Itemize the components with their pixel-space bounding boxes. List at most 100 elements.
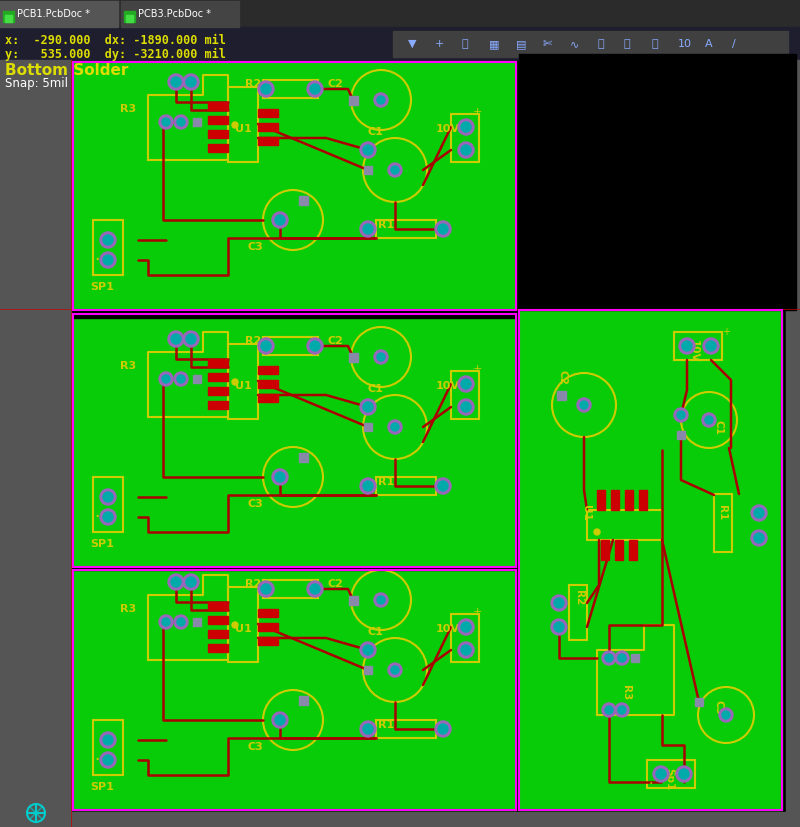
Text: R3: R3 <box>120 604 136 614</box>
Text: +: + <box>473 364 482 374</box>
Text: R1: R1 <box>717 505 727 520</box>
Circle shape <box>232 122 238 128</box>
Circle shape <box>183 574 199 590</box>
Circle shape <box>618 706 626 714</box>
Circle shape <box>458 642 474 658</box>
Text: C3: C3 <box>248 499 264 509</box>
Text: C2: C2 <box>328 579 344 589</box>
Circle shape <box>162 375 170 383</box>
Circle shape <box>602 703 616 717</box>
Circle shape <box>258 338 274 354</box>
Bar <box>73 314 516 567</box>
Circle shape <box>722 711 730 719</box>
Bar <box>263 580 318 598</box>
Circle shape <box>360 478 376 494</box>
Circle shape <box>388 663 402 677</box>
Bar <box>258 637 278 645</box>
Circle shape <box>458 119 474 135</box>
Bar <box>208 144 228 152</box>
Bar <box>208 359 228 367</box>
Circle shape <box>615 703 629 717</box>
Circle shape <box>605 706 613 714</box>
Circle shape <box>719 708 733 722</box>
Bar <box>208 116 228 124</box>
Circle shape <box>677 411 685 419</box>
Bar <box>208 602 228 610</box>
Circle shape <box>618 654 626 662</box>
Bar <box>73 570 516 810</box>
Text: C1: C1 <box>368 627 384 637</box>
Text: ▼: ▼ <box>408 39 417 49</box>
Circle shape <box>706 341 716 351</box>
Bar <box>208 644 228 652</box>
Circle shape <box>100 489 116 505</box>
Bar <box>5 15 12 22</box>
Circle shape <box>435 721 451 737</box>
Circle shape <box>594 529 600 535</box>
Circle shape <box>103 235 113 245</box>
Bar <box>677 431 685 439</box>
Bar <box>208 630 228 638</box>
Text: U1: U1 <box>235 624 252 634</box>
Bar <box>625 490 633 510</box>
Circle shape <box>168 74 184 90</box>
Text: 10V: 10V <box>436 624 460 634</box>
Bar <box>786 60 800 827</box>
Circle shape <box>258 581 274 597</box>
Text: PCB3.PcbDoc *: PCB3.PcbDoc * <box>138 9 211 19</box>
Bar <box>349 352 358 361</box>
Circle shape <box>174 115 188 129</box>
Circle shape <box>705 416 713 424</box>
Bar <box>393 31 788 57</box>
Circle shape <box>676 766 692 782</box>
Bar <box>631 654 639 662</box>
Circle shape <box>100 509 116 525</box>
Text: ·: · <box>94 508 99 526</box>
Circle shape <box>261 584 271 594</box>
Circle shape <box>754 533 764 543</box>
Bar <box>258 609 278 617</box>
Circle shape <box>653 766 669 782</box>
Text: U1: U1 <box>581 505 591 521</box>
Circle shape <box>103 255 113 265</box>
Bar <box>258 366 278 374</box>
Bar <box>364 423 372 431</box>
Text: Bottom Solder: Bottom Solder <box>5 63 128 78</box>
Circle shape <box>391 666 399 674</box>
Circle shape <box>438 481 448 491</box>
Bar <box>695 698 703 706</box>
Text: R2: R2 <box>245 79 262 89</box>
Circle shape <box>751 505 767 521</box>
Bar <box>228 87 258 162</box>
Text: ▤: ▤ <box>516 39 526 49</box>
Text: R1: R1 <box>378 220 394 230</box>
Circle shape <box>656 769 666 779</box>
Text: C3: C3 <box>248 242 264 252</box>
Circle shape <box>461 145 471 155</box>
Text: C1: C1 <box>368 127 384 137</box>
Bar <box>714 494 732 552</box>
Bar <box>298 452 307 461</box>
Text: SP1: SP1 <box>90 782 114 792</box>
Bar <box>228 344 258 419</box>
Circle shape <box>174 372 188 386</box>
Circle shape <box>168 574 184 590</box>
Text: C1: C1 <box>714 420 724 435</box>
Text: U1: U1 <box>235 381 252 391</box>
Text: /: / <box>732 39 736 49</box>
Text: +: + <box>435 39 444 49</box>
Text: x:  -290.000  dx: -1890.000 mil: x: -290.000 dx: -1890.000 mil <box>5 34 226 46</box>
Circle shape <box>461 379 471 389</box>
Circle shape <box>391 423 399 431</box>
Circle shape <box>103 492 113 502</box>
Circle shape <box>458 376 474 392</box>
Bar <box>258 109 278 117</box>
Circle shape <box>100 232 116 248</box>
Circle shape <box>363 145 373 155</box>
Circle shape <box>615 651 629 665</box>
Circle shape <box>186 577 196 587</box>
Text: 10: 10 <box>678 39 692 49</box>
Text: R3: R3 <box>120 361 136 371</box>
Bar <box>519 310 782 810</box>
Bar <box>451 371 479 419</box>
